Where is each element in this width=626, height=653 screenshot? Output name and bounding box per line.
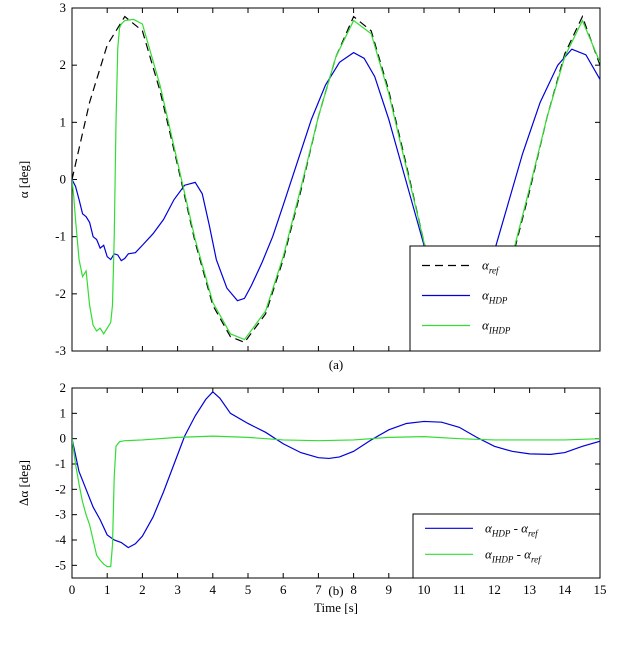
x-tick-label: 9 xyxy=(386,582,393,597)
legend: αref αHDP αIHDP xyxy=(409,245,601,352)
x-tick-label: 5 xyxy=(245,582,252,597)
x-axis-label: Time [s] xyxy=(314,600,358,615)
y-tick-label: 2 xyxy=(60,57,67,72)
panel-caption: (b) xyxy=(328,583,343,598)
legend-entry: αref xyxy=(482,258,500,276)
y-tick-label: 1 xyxy=(60,114,67,129)
y-tick-label: 1 xyxy=(60,405,67,420)
x-tick-label: 4 xyxy=(210,582,217,597)
legend-entry: αHDP - αref xyxy=(485,520,539,538)
x-tick-label: 7 xyxy=(315,582,322,597)
legend-entry: αIHDP xyxy=(482,318,511,336)
x-tick-label: 3 xyxy=(174,582,181,597)
x-tick-label: 2 xyxy=(139,582,146,597)
legend-box xyxy=(412,513,601,579)
y-tick-label: -3 xyxy=(55,343,66,358)
y-axis-label: Δα [deg] xyxy=(16,460,31,506)
x-tick-label: 15 xyxy=(594,582,607,597)
y-tick-label: -5 xyxy=(55,557,66,572)
panel-b: 0 1 2 3 4 5 6 7 8 9 10 11 12 13 14 15-5-4-3-2-1012αHDP … xyxy=(16,380,607,615)
y-tick-label: -3 xyxy=(55,507,66,522)
y-tick-label: -1 xyxy=(55,229,66,244)
legend-box xyxy=(409,245,601,352)
y-tick-label: 3 xyxy=(60,0,67,15)
y-tick-label: -4 xyxy=(55,532,66,547)
legend-entry: αIHDP - αref xyxy=(485,546,542,564)
x-tick-label: 14 xyxy=(558,582,572,597)
x-tick-label: 10 xyxy=(418,582,431,597)
legend-entry: αHDP xyxy=(482,288,508,306)
y-tick-label: -1 xyxy=(55,456,66,471)
y-tick-label: -2 xyxy=(55,481,66,496)
legend: αHDP - αref αIHDP - αref xyxy=(412,513,601,579)
x-tick-label: 1 xyxy=(104,582,111,597)
x-tick-label: 0 xyxy=(69,582,76,597)
y-tick-label: 0 xyxy=(60,431,67,446)
x-tick-label: 6 xyxy=(280,582,287,597)
y-axis-label: α [deg] xyxy=(16,161,31,199)
panel-caption: (a) xyxy=(329,357,343,372)
panel-a: -3 -2 -1 0 1 2 3 αref αHDP αIHDP (a) α [deg] xyxy=(16,0,601,372)
series-line-ihdp xyxy=(72,435,600,568)
x-tick-label: 12 xyxy=(488,582,501,597)
y-tick-label: 2 xyxy=(60,380,67,395)
x-tick-label: 13 xyxy=(523,582,536,597)
y-tick-label: -2 xyxy=(55,286,66,301)
y-tick-label: 0 xyxy=(60,172,67,187)
x-tick-label: 8 xyxy=(350,582,357,597)
x-tick-label: 11 xyxy=(453,582,466,597)
